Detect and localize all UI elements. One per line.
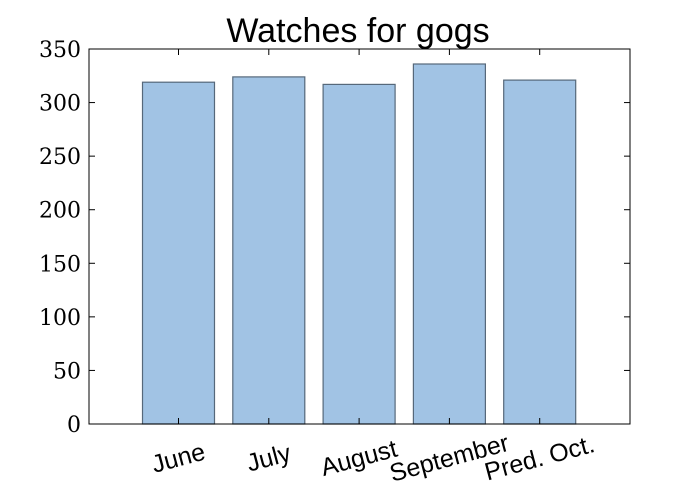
x-tick-label: August	[318, 435, 400, 482]
y-tick-label: 150	[39, 252, 81, 277]
y-tick-label: 300	[39, 92, 81, 117]
bar-pred-oct	[503, 79, 577, 425]
y-tick-label: 200	[39, 199, 81, 224]
y-tick-label: 100	[39, 306, 81, 331]
x-tick-label: June	[149, 438, 209, 479]
x-tick-label: July	[244, 439, 295, 478]
bar-july	[232, 76, 306, 425]
bars-group	[141, 63, 577, 425]
bar-june	[141, 81, 216, 425]
y-tick-label: 250	[39, 145, 81, 170]
plot-frame	[88, 48, 631, 425]
y-axis: 0 50 100 150 200 250 300 350	[39, 38, 630, 438]
bar-september	[412, 63, 486, 425]
bar-august	[322, 83, 396, 425]
y-tick-label: 0	[67, 413, 81, 438]
y-tick-label: 350	[39, 38, 81, 63]
chart-title: Watches for gogs	[226, 12, 489, 50]
y-tick-label: 50	[53, 359, 81, 384]
